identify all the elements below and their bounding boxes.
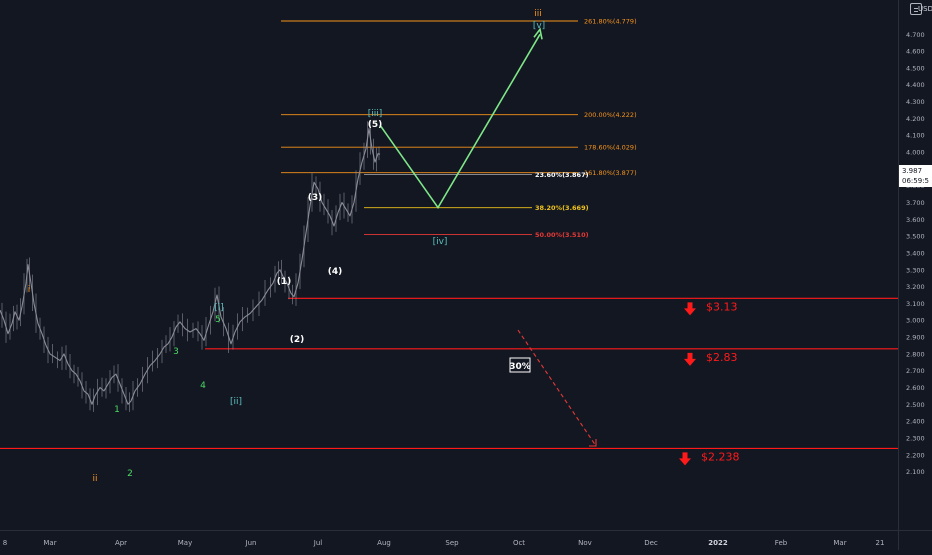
- wave-label: ii: [92, 474, 97, 484]
- wave-label: (2): [290, 335, 305, 345]
- x-tick-label: Oct: [513, 539, 525, 547]
- price-series: [0, 119, 381, 412]
- bullish-projection-path: [379, 33, 541, 210]
- fib-label: 261.80%(4.779): [584, 18, 637, 26]
- y-tick-label: 3.100: [906, 300, 925, 308]
- y-tick-label: 2.700: [906, 367, 925, 375]
- time-axis[interactable]: 8 Mar Apr May Jun Jul Aug Sep Oct Nov Dec 2022 Feb Ma…: [0, 530, 898, 550]
- y-tick-label: 2.200: [906, 451, 925, 459]
- x-tick-label: Nov: [578, 539, 592, 547]
- currency-settings-icon[interactable]: [910, 3, 922, 15]
- wave-label: 2: [127, 469, 133, 479]
- wave-label: 1: [114, 405, 120, 415]
- y-tick-label: 2.800: [906, 350, 925, 358]
- support-label: $3.13: [706, 300, 738, 313]
- currency-label: USD: [918, 5, 932, 13]
- wave-label: (3): [308, 193, 323, 203]
- y-tick-label: 4.700: [906, 31, 925, 39]
- y-tick-label: 4.400: [906, 81, 925, 89]
- x-tick-label: 8: [3, 539, 7, 547]
- bearish-scenario-label: 30%: [509, 362, 531, 372]
- last-price-value: 3.987: [902, 167, 923, 175]
- support-label: $2.83: [706, 351, 738, 364]
- last-price-badge: 3.987 06:59:5: [899, 165, 932, 187]
- y-tick-label: 3.500: [906, 233, 925, 241]
- y-tick-label: 4.000: [906, 149, 925, 157]
- x-tick-label: Jun: [245, 539, 257, 547]
- y-tick-label: 2.300: [906, 434, 925, 442]
- axis-corner: [898, 530, 932, 550]
- projection-paths: 30%: [379, 27, 597, 447]
- y-tick-label: 4.500: [906, 64, 925, 72]
- y-tick-label: 2.600: [906, 384, 925, 392]
- x-tick-label: Mar: [833, 539, 846, 547]
- x-tick-label: Mar: [43, 539, 56, 547]
- support-label: $2.238: [701, 450, 740, 463]
- y-tick-label: 4.300: [906, 98, 925, 106]
- price-axis[interactable]: 2.100 2.200 2.300 2.400 2.500 2.600 2.700 2.800…: [898, 0, 932, 530]
- fib-label: 23.60%(3.867): [535, 171, 589, 179]
- bearish-arrowhead-icon: [589, 439, 597, 447]
- y-tick-label: 2.400: [906, 418, 925, 426]
- wave-label: (1): [277, 277, 292, 287]
- x-tick-label: Sep: [445, 539, 459, 547]
- y-tick-label: 3.200: [906, 283, 925, 291]
- wave-label: [iv]: [433, 237, 448, 247]
- x-tick-label: Jul: [313, 539, 323, 547]
- x-tick-label: Aug: [377, 539, 391, 547]
- y-tick-label: 2.900: [906, 334, 925, 342]
- wave-label: 3: [173, 347, 179, 357]
- wave-label: (4): [328, 267, 343, 277]
- x-tick-label: May: [178, 539, 192, 547]
- wave-label: [i]: [214, 303, 224, 313]
- down-arrow-icon: [684, 302, 696, 316]
- wave-label: 5: [215, 315, 221, 325]
- y-tick-label: 3.400: [906, 249, 925, 257]
- wave-labels: iiiiii12345[i][ii][iii][iv][v](1)(2)(3)(…: [28, 9, 545, 484]
- fib-label: 38.20%(3.669): [535, 204, 589, 212]
- price-line: [0, 127, 381, 405]
- projection-arrowhead-icon: [533, 27, 543, 40]
- y-tick-label: 4.600: [906, 48, 925, 56]
- x-tick-label: Dec: [644, 539, 658, 547]
- x-tick-label: Apr: [115, 539, 127, 547]
- wave-label: [v]: [533, 21, 545, 31]
- y-tick-label: 3.600: [906, 216, 925, 224]
- y-tick-label: 4.200: [906, 115, 925, 123]
- bearish-projection-path: [517, 329, 597, 447]
- y-tick-label: 2.500: [906, 401, 925, 409]
- price-axis-ticks: 2.100 2.200 2.300 2.400 2.500 2.600 2.700 2.800…: [906, 31, 925, 476]
- y-tick-label: 2.100: [906, 468, 925, 476]
- wave-label: iii: [534, 9, 542, 19]
- wave-label: [ii]: [230, 397, 242, 407]
- y-tick-label: 3.700: [906, 199, 925, 207]
- x-tick-label: 21: [876, 539, 885, 547]
- down-arrow-icon: [679, 452, 691, 466]
- wave-label: 4: [200, 381, 206, 391]
- down-arrow-icon: [684, 352, 696, 366]
- y-tick-label: 3.000: [906, 317, 925, 325]
- bar-countdown: 06:59:5: [902, 177, 929, 185]
- wave-label: (5): [368, 120, 383, 130]
- y-tick-label: 3.300: [906, 266, 925, 274]
- x-tick-label: 2022: [708, 539, 728, 547]
- x-tick-label: Feb: [775, 539, 788, 547]
- fib-label: 50.00%(3.510): [535, 231, 589, 239]
- fib-label: 200.00%(4.222): [584, 111, 637, 119]
- bearish-scenario-box: [509, 357, 531, 373]
- fib-label: 161.80%(3.877): [584, 169, 637, 177]
- support-levels: $3.13 $2.83 $2.238: [0, 297, 898, 466]
- fibonacci-levels: 261.80%(4.779) 200.00%(4.222) 178.60%(4.02…: [281, 18, 637, 239]
- time-axis-ticks: 8 Mar Apr May Jun Jul Aug Sep Oct Nov Dec 2022 Feb Ma…: [3, 539, 885, 547]
- wave-label: i: [28, 285, 31, 295]
- wave-label: [iii]: [368, 109, 383, 119]
- y-tick-label: 4.100: [906, 132, 925, 140]
- fib-label: 178.60%(4.029): [584, 144, 637, 152]
